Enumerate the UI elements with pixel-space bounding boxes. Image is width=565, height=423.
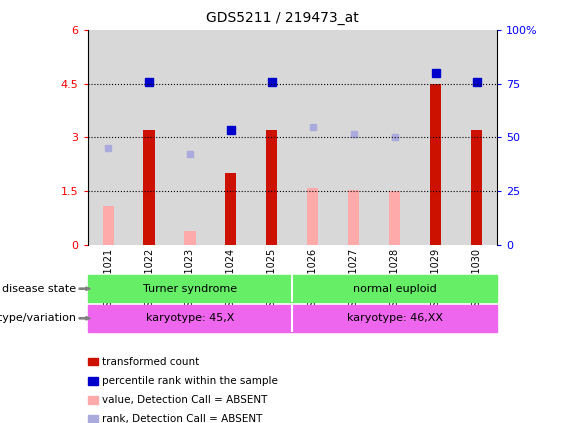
Bar	[293, 30, 333, 245]
Text: GDS5211 / 219473_at: GDS5211 / 219473_at	[206, 11, 359, 25]
Bar	[102, 206, 114, 245]
Text: rank, Detection Call = ABSENT: rank, Detection Call = ABSENT	[102, 414, 263, 423]
Text: karyotype: 46,XX: karyotype: 46,XX	[347, 313, 443, 323]
Bar	[129, 30, 170, 245]
Bar	[88, 305, 293, 332]
Text: value, Detection Call = ABSENT: value, Detection Call = ABSENT	[102, 395, 268, 405]
Text: disease state: disease state	[2, 284, 76, 294]
Bar	[389, 191, 401, 245]
Bar	[225, 173, 237, 245]
Text: genotype/variation: genotype/variation	[0, 313, 76, 323]
Bar	[211, 30, 251, 245]
Bar	[170, 30, 210, 245]
Bar	[251, 30, 293, 245]
Bar	[184, 231, 195, 245]
Bar	[307, 188, 319, 245]
Bar	[293, 305, 497, 332]
Bar	[471, 130, 483, 245]
Bar	[457, 30, 497, 245]
Text: Turner syndrome: Turner syndrome	[143, 284, 237, 294]
Bar	[293, 275, 497, 302]
Bar	[144, 130, 155, 245]
Text: normal euploid: normal euploid	[353, 284, 437, 294]
Text: percentile rank within the sample: percentile rank within the sample	[102, 376, 278, 386]
Text: karyotype: 45,X: karyotype: 45,X	[146, 313, 234, 323]
Bar	[348, 190, 359, 245]
Bar	[374, 30, 415, 245]
Bar	[266, 130, 277, 245]
Bar	[88, 30, 129, 245]
Text: transformed count: transformed count	[102, 357, 199, 367]
Bar	[430, 84, 441, 245]
Bar	[415, 30, 457, 245]
Bar	[333, 30, 374, 245]
Bar	[88, 275, 293, 302]
